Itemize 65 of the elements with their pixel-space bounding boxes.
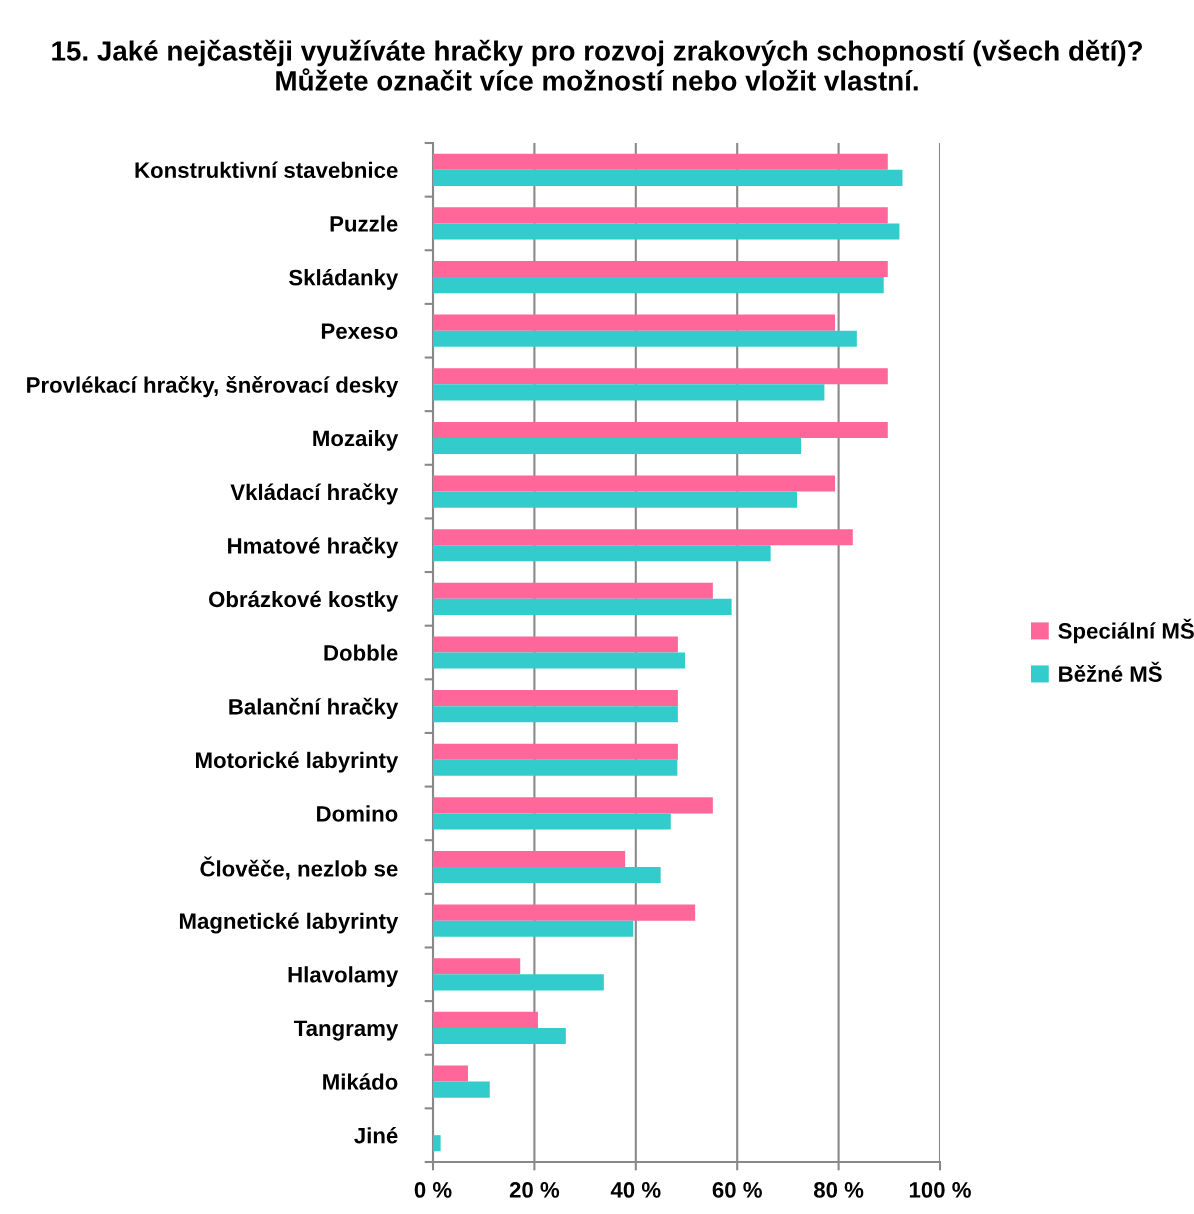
y-tick-label: Domino	[317, 805, 398, 822]
y-tick-label: Mozaiky	[313, 429, 399, 451]
x-tick-label: 40 %	[610, 1182, 661, 1198]
bar	[433, 636, 678, 653]
x-tick-label: 60 %	[712, 1182, 762, 1198]
bar	[433, 1027, 566, 1045]
bar	[433, 582, 713, 599]
bar	[433, 1135, 441, 1152]
y-tick-label: Magnetické labyrinty	[179, 912, 399, 934]
bar	[433, 368, 888, 385]
bar	[433, 743, 678, 760]
legend-label: Běžné MŠ	[1059, 661, 1162, 682]
bar	[433, 207, 888, 224]
bar	[433, 598, 732, 615]
bar	[433, 169, 903, 186]
x-tick-label: 100 %	[909, 1182, 971, 1198]
bar	[433, 223, 900, 240]
bar	[433, 384, 825, 401]
bar	[433, 904, 696, 921]
y-tick-label: Motorické labyrinty	[196, 751, 399, 773]
bar	[433, 850, 626, 868]
y-tick-label: Mikádo	[323, 1073, 398, 1090]
y-tick-label: Dobble	[324, 644, 398, 661]
chart-title: 15. Jaké nejčastěji využíváte hračky pro rozvoj zrakových schopností (všech dětí)? Můžete označit více možností nebo vložit vlastní.	[52, 39, 1142, 91]
y-tick-label: Puzzle	[330, 215, 398, 232]
y-tick-label: Jiné	[354, 1126, 398, 1144]
bar	[433, 437, 802, 455]
bar	[433, 491, 798, 508]
bar	[433, 690, 678, 707]
y-tick-label: Člověče, nezlob se	[200, 856, 398, 880]
bar	[433, 277, 884, 294]
y-tick-label: Hlavolamy	[288, 966, 399, 987]
bar	[433, 652, 685, 669]
y-tick-label: Skládanky	[288, 268, 399, 290]
y-tick-label: Provlékací hračky, šněrovací desky	[27, 376, 399, 398]
y-tick-label: Vkládací hračky	[230, 483, 399, 505]
bar	[433, 330, 857, 347]
bar	[433, 153, 888, 170]
y-tick-label: Balanční hračky	[229, 697, 399, 720]
bar	[433, 314, 836, 331]
x-tick-label: 0 %	[414, 1182, 452, 1198]
bar	[433, 260, 888, 278]
y-tick-label: Konstruktivní stavebnice	[135, 161, 398, 179]
y-tick-label: Hmatové hračky	[228, 536, 399, 559]
bar	[433, 1081, 490, 1098]
y-tick-label: Obrázkové kostky	[208, 590, 399, 612]
bar	[433, 421, 888, 438]
bar	[433, 813, 671, 830]
y-tick-label: Tangramy	[293, 1020, 399, 1041]
legend-label: Speciální MŠ	[1058, 618, 1194, 644]
bar	[433, 958, 521, 975]
bar	[433, 1065, 468, 1082]
bar	[433, 759, 678, 776]
y-tick-label: Pexeso	[321, 323, 398, 339]
bar	[433, 974, 604, 991]
x-tick-label: 80 %	[813, 1182, 864, 1198]
bar	[433, 1011, 538, 1028]
bar	[433, 797, 713, 814]
bar	[433, 529, 853, 546]
bar	[433, 920, 634, 937]
x-tick-label: 20 %	[509, 1182, 560, 1198]
bar	[433, 706, 678, 723]
bar	[433, 545, 771, 562]
bar	[433, 475, 836, 492]
bar	[433, 867, 661, 884]
